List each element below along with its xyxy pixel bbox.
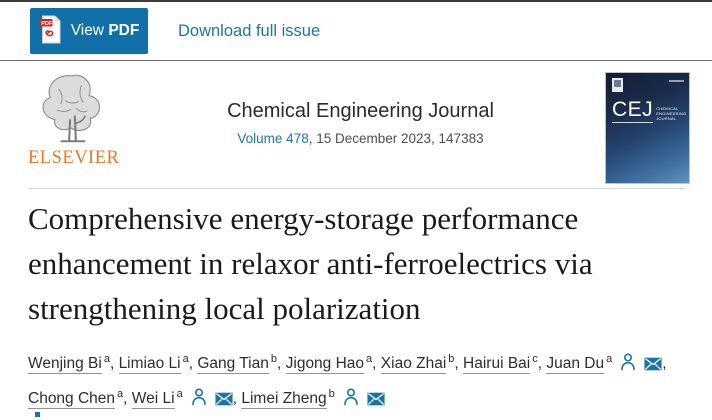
author-affiliation-sup: b: [328, 388, 335, 401]
volume-link[interactable]: Volume 478: [237, 131, 309, 146]
author-person-icon[interactable]: [191, 387, 207, 406]
author-link[interactable]: Limei Zheng: [241, 390, 327, 410]
article-toolbar: PDF View PDF Download full issue: [0, 2, 712, 61]
window-top-border: [0, 0, 712, 2]
article-title: Comprehensive energy-storage performance…: [28, 201, 593, 326]
author-separator: ,: [662, 355, 667, 373]
author-email-icon[interactable]: [215, 392, 233, 406]
journal-banner: ELSEVIER Chemical Engineering Journal Vo…: [0, 61, 712, 188]
author-email-icon[interactable]: [644, 357, 662, 371]
author-person-icon[interactable]: [343, 387, 359, 406]
author-affiliation-sup: b: [448, 353, 455, 365]
author-link[interactable]: Chong Chen: [28, 390, 116, 410]
download-full-issue-link[interactable]: Download full issue: [178, 21, 321, 40]
view-pdf-label: View PDF: [70, 22, 140, 39]
author-link[interactable]: Juan Du: [546, 355, 605, 375]
author-link[interactable]: Jigong Hao: [285, 355, 365, 375]
journal-cover-thumbnail[interactable]: CEJ CHEMICAL ENGINEERING JOURNAL: [605, 72, 690, 184]
author-affiliation-sup: a: [366, 353, 373, 365]
cover-abbrev: CEJ: [612, 98, 654, 123]
author-affiliation-sup: a: [117, 388, 124, 401]
author-separator: ,: [277, 355, 286, 373]
journal-title-link[interactable]: Chemical Engineering Journal: [227, 100, 494, 122]
show-more-partial-icon[interactable]: [35, 412, 40, 417]
author-person-icon[interactable]: [620, 352, 636, 371]
elsevier-tree-icon: [42, 74, 101, 143]
citation-date-pages: , 15 December 2023, 147383: [308, 131, 484, 146]
author-link[interactable]: Limiao Li: [118, 355, 181, 375]
pdf-file-icon: PDF: [39, 15, 63, 47]
svg-text:PDF: PDF: [41, 21, 53, 27]
author-separator: ,: [454, 355, 464, 373]
cover-top-caption: [669, 80, 684, 82]
cover-journal-name: CHEMICAL ENGINEERING JOURNAL: [656, 106, 687, 121]
author-separator: ,: [372, 355, 381, 373]
author-affiliation-sup: a: [103, 353, 110, 365]
author-affiliation-sup: b: [270, 353, 277, 365]
author-affiliation-sup: a: [176, 388, 183, 401]
elsevier-logo[interactable]: ELSEVIER: [28, 70, 120, 188]
author-link[interactable]: Wenjing Bi: [28, 355, 102, 375]
author-link[interactable]: Gang Tian: [197, 355, 269, 375]
author-link[interactable]: Xiao Zhai: [380, 355, 447, 375]
author-affiliation-sup: a: [606, 353, 613, 365]
author-affiliation-sup: a: [182, 353, 189, 365]
header-divider: [28, 188, 686, 189]
cover-elsevier-mini-logo: [612, 78, 623, 92]
journal-info: Chemical Engineering Journal Volume 478,…: [116, 70, 605, 188]
author-email-icon[interactable]: [367, 392, 385, 406]
cover-masthead: CEJ CHEMICAL ENGINEERING JOURNAL: [612, 99, 686, 123]
author-affiliation-sup: c: [532, 353, 538, 365]
author-separator: ,: [109, 355, 119, 373]
author-separator: ,: [537, 355, 547, 373]
view-pdf-button[interactable]: PDF View PDF: [30, 8, 148, 54]
author-list: Wenjing Bi a, Limiao Li a, Gang Tian b, Jig…: [28, 344, 692, 414]
author-separator: ,: [188, 355, 198, 373]
author-link[interactable]: Wei Li: [131, 390, 175, 410]
author-link[interactable]: Hairui Bai: [463, 355, 531, 375]
elsevier-wordmark: ELSEVIER: [28, 148, 120, 168]
author-separator: ,: [123, 390, 132, 408]
journal-citation: Volume 478, 15 December 2023, 147383: [116, 131, 605, 146]
author-separator: ,: [232, 390, 242, 408]
